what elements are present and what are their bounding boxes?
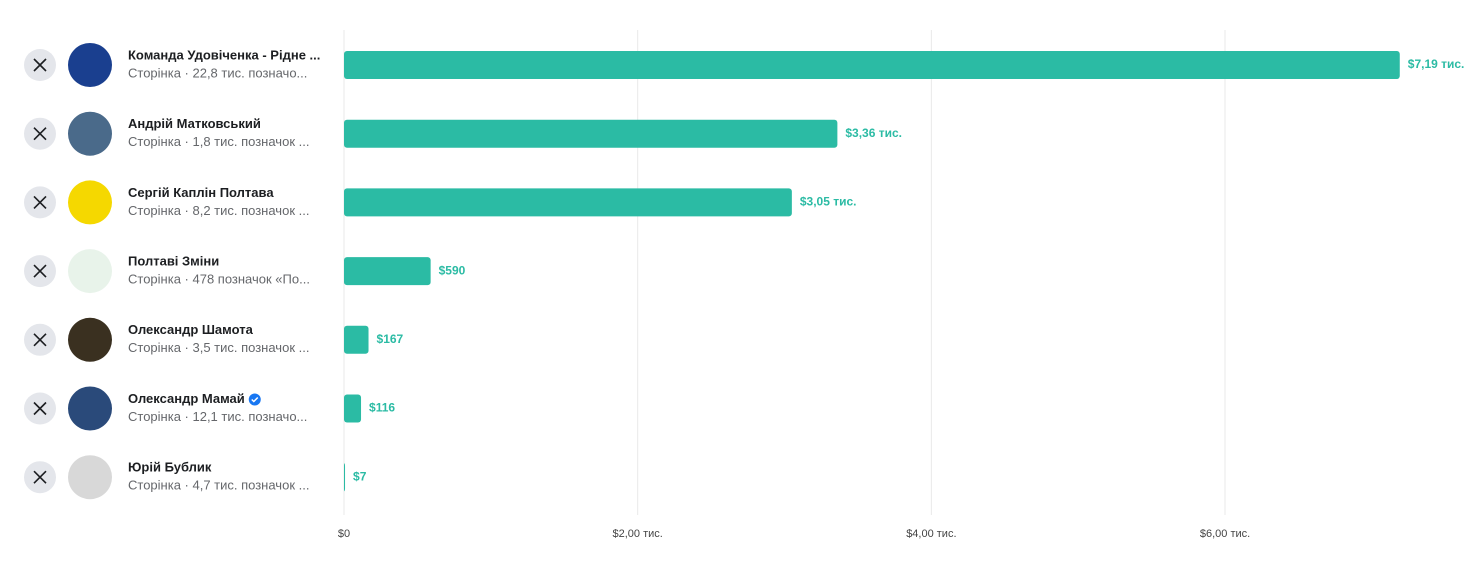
page-subtitle: Сторінка · 22,8 тис. позначо... xyxy=(128,65,307,80)
avatar[interactable] xyxy=(68,455,112,500)
remove-button[interactable] xyxy=(24,392,56,425)
value-label: $7 xyxy=(353,469,367,483)
remove-button[interactable] xyxy=(24,49,56,81)
remove-button[interactable] xyxy=(24,323,56,356)
remove-button[interactable] xyxy=(24,117,56,150)
page-subtitle: Сторінка · 4,7 тис. позначок ... xyxy=(128,478,309,493)
avatar[interactable] xyxy=(68,180,112,225)
value-label: $3,36 тис. xyxy=(845,126,902,140)
x-tick-label: $0 xyxy=(338,528,350,540)
remove-icon xyxy=(33,127,47,141)
page-name[interactable]: Команда Удовіченка - Рідне ... xyxy=(128,47,320,62)
value-label: $3,05 тис. xyxy=(800,195,857,209)
remove-button[interactable] xyxy=(24,186,56,219)
x-tick-label: $4,00 тис. xyxy=(906,528,956,540)
value-label: $7,19 тис. xyxy=(1408,57,1465,71)
bar xyxy=(344,394,362,423)
value-label: $590 xyxy=(439,263,466,277)
bar xyxy=(344,51,1400,79)
bar xyxy=(344,119,838,148)
bar xyxy=(344,257,431,286)
page-name[interactable]: Олександр Мамай xyxy=(128,391,245,406)
page-subtitle: Сторінка · 8,2 тис. позначок ... xyxy=(128,203,309,218)
avatar[interactable] xyxy=(68,43,112,87)
avatar[interactable] xyxy=(68,249,112,294)
page-name[interactable]: Юрій Бублик xyxy=(128,460,212,475)
remove-icon xyxy=(33,264,47,278)
bar xyxy=(344,463,346,492)
verified-check xyxy=(251,396,259,403)
avatar[interactable] xyxy=(68,386,112,431)
value-label: $116 xyxy=(369,401,395,415)
avatar[interactable] xyxy=(68,317,112,362)
page-subtitle: Сторінка · 3,5 тис. позначок ... xyxy=(128,340,309,355)
page-name[interactable]: Олександр Шамота xyxy=(128,322,254,337)
bar xyxy=(344,188,792,217)
remove-button[interactable] xyxy=(24,461,56,494)
remove-icon xyxy=(33,333,47,347)
remove-icon xyxy=(33,58,47,72)
page-name[interactable]: Полтаві Зміни xyxy=(128,254,219,269)
page-name[interactable]: Сергій Каплін Полтава xyxy=(128,185,274,200)
remove-button[interactable] xyxy=(24,255,56,288)
remove-icon xyxy=(33,470,47,484)
remove-icon xyxy=(33,401,47,416)
page-subtitle: Сторінка · 478 позначок «По... xyxy=(128,272,310,287)
page-name[interactable]: Андрій Матковський xyxy=(128,116,261,131)
value-label: $167 xyxy=(377,332,404,346)
avatar[interactable] xyxy=(68,111,112,156)
remove-icon xyxy=(33,195,47,209)
page-subtitle: Сторінка · 12,1 тис. позначо... xyxy=(128,409,307,424)
page-subtitle: Сторінка · 1,8 тис. позначок ... xyxy=(128,134,309,149)
x-tick-label: $6,00 тис. xyxy=(1200,528,1250,540)
x-tick-label: $2,00 тис. xyxy=(613,528,663,540)
bar xyxy=(344,325,369,354)
